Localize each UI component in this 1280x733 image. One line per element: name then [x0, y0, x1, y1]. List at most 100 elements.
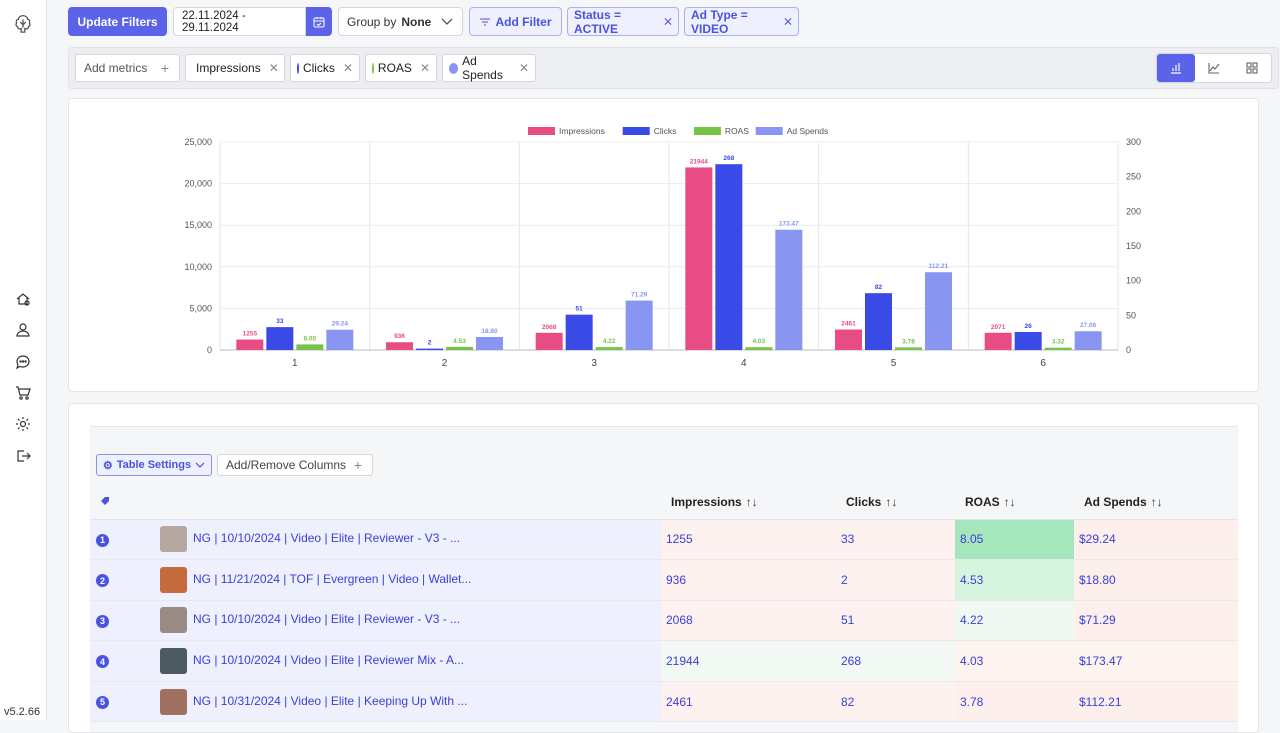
table-row[interactable]: 1 NG | 10/10/2024 | Video | Elite | Revie… — [90, 519, 1238, 561]
filter-chip-ad-type[interactable]: Ad Type = VIDEO — [684, 7, 799, 36]
bar-ad-spends — [925, 272, 952, 350]
y-right-tick-label: 50 — [1126, 310, 1136, 320]
y-right-tick-label: 150 — [1126, 241, 1141, 251]
settings-icon[interactable] — [15, 416, 31, 432]
roas-cell: 8.05 — [955, 519, 1074, 561]
chevron-down-icon — [441, 18, 453, 25]
bar-impressions — [236, 339, 264, 350]
grid-view-button[interactable] — [1233, 54, 1271, 82]
data-label: 29.24 — [332, 321, 349, 328]
y-left-tick-label: 25,000 — [184, 137, 212, 147]
row-number-cell: 1 — [90, 519, 155, 561]
ad-name-cell[interactable]: NG | 10/10/2024 | Video | Elite | Review… — [155, 519, 661, 561]
ad-name-cell[interactable]: NG | 11/21/2024 | TOF | Evergreen | Vide… — [155, 559, 661, 601]
ad-thumbnail[interactable] — [160, 688, 187, 715]
data-label: 2068 — [542, 324, 557, 331]
ad-thumbnail[interactable] — [160, 526, 187, 553]
bar-impressions — [984, 332, 1012, 350]
home-icon[interactable] — [15, 291, 31, 307]
table-row[interactable]: 4 NG | 10/10/2024 | Video | Elite | Revie… — [90, 640, 1238, 682]
tag-icon[interactable] — [100, 496, 110, 506]
add-metrics-input[interactable]: Add metrics + — [75, 54, 180, 82]
data-label: 26 — [1025, 323, 1033, 330]
ad-name-cell[interactable]: NG | 10/31/2024 | Video | Elite | Keepin… — [155, 681, 661, 723]
ad-name-link[interactable]: NG | 11/21/2024 | TOF | Evergreen | Vide… — [193, 572, 472, 587]
bar-chart-view-button[interactable] — [1157, 54, 1195, 82]
data-label: 1255 — [243, 331, 258, 338]
table-settings-button[interactable]: ⚙ Table Settings — [96, 454, 212, 476]
metric-chip-impressions[interactable]: Impressions ✕ — [185, 54, 285, 82]
logout-icon[interactable] — [15, 448, 31, 464]
ad-thumbnail[interactable] — [160, 648, 187, 675]
metric-chip-ad-spends[interactable]: Ad Spends ✕ — [442, 54, 536, 82]
roas-column-header[interactable]: ROAS ↑↓ — [955, 486, 1074, 520]
ad-name-link[interactable]: NG | 10/10/2024 | Video | Elite | Review… — [193, 531, 461, 546]
user-icon[interactable] — [15, 322, 31, 338]
table-row[interactable]: 3 NG | 10/10/2024 | Video | Elite | Revie… — [90, 600, 1238, 642]
close-icon[interactable]: ✕ — [518, 61, 529, 75]
ad-name-link[interactable]: NG | 10/31/2024 | Video | Elite | Keepin… — [193, 693, 468, 708]
ad-name-cell[interactable]: NG | 10/10/2024 | Video | Elite | Review… — [155, 600, 661, 642]
ad-name-link[interactable]: NG | 10/10/2024 | Video | Elite | Review… — [193, 612, 461, 627]
close-icon[interactable] — [664, 17, 672, 26]
sort-icon[interactable]: ↑↓ — [1150, 495, 1163, 510]
ad-spends-cell: $29.24 — [1074, 519, 1238, 561]
tag-column-header — [90, 486, 155, 520]
chat-icon[interactable] — [15, 354, 31, 370]
filter-chip-status[interactable]: Status = ACTIVE — [567, 7, 679, 36]
table-row[interactable]: 5 NG | 10/31/2024 | Video | Elite | Keepi… — [90, 681, 1238, 723]
legend-label: Ad Spends — [787, 126, 829, 136]
metric-color-dot — [372, 62, 374, 74]
row-number-badge: 3 — [96, 614, 109, 628]
bar-ad-spends — [1074, 331, 1102, 350]
metric-label: Ad Spends — [462, 54, 503, 82]
add-remove-columns-input[interactable]: Add/Remove Columns + — [217, 454, 373, 476]
impressions-column-header[interactable]: Impressions ↑↓ — [661, 486, 836, 520]
ad-name-link[interactable]: NG | 10/10/2024 | Video | Elite | Review… — [193, 653, 465, 668]
data-label: 71.29 — [631, 292, 648, 299]
metric-chip-roas[interactable]: ROAS ✕ — [365, 54, 437, 82]
line-chart-view-button[interactable] — [1195, 54, 1233, 82]
group-by-select[interactable]: Group by None — [338, 7, 463, 36]
data-label: 112.21 — [929, 263, 949, 270]
sort-icon[interactable]: ↑↓ — [1003, 495, 1016, 510]
table-card: ⚙ Table Settings Add/Remove Columns + Im… — [68, 403, 1259, 733]
close-icon[interactable] — [784, 17, 792, 26]
data-label: 21944 — [690, 158, 708, 165]
row-number-badge: 1 — [96, 533, 109, 547]
metric-label: Impressions — [196, 61, 261, 75]
calendar-button[interactable] — [306, 7, 332, 36]
add-filter-button[interactable]: Add Filter — [469, 7, 562, 36]
legend-swatch — [528, 127, 555, 135]
filter-toolbar: Update Filters 22.11.2024 - 29.11.2024 G… — [47, 0, 1280, 44]
clicks-column-header[interactable]: Clicks ↑↓ — [836, 486, 955, 520]
metric-chip-clicks[interactable]: Clicks ✕ — [290, 54, 360, 82]
clicks-cell: 51 — [836, 600, 955, 642]
filter-chip-label: Status = ACTIVE — [574, 7, 622, 36]
table-row[interactable]: 2 NG | 11/21/2024 | TOF | Evergreen | Vid… — [90, 559, 1238, 601]
ad-thumbnail[interactable] — [160, 566, 187, 593]
update-filters-button[interactable]: Update Filters — [68, 7, 167, 36]
ad-name-cell[interactable]: NG | 10/10/2024 | Video | Elite | Review… — [155, 640, 661, 682]
bar-impressions — [835, 329, 862, 350]
sort-icon[interactable]: ↑↓ — [885, 495, 898, 510]
sort-icon[interactable]: ↑↓ — [745, 495, 758, 510]
row-number-cell: 3 — [90, 600, 155, 642]
impressions-cell: 1255 — [661, 519, 836, 561]
ad-spends-column-header[interactable]: Ad Spends ↑↓ — [1074, 486, 1238, 520]
impressions-cell: 2461 — [661, 681, 836, 723]
ad-thumbnail[interactable] — [160, 607, 187, 634]
chart-view-toggle — [1156, 53, 1272, 83]
impressions-cell: 21944 — [661, 640, 836, 682]
close-icon[interactable]: ✕ — [342, 61, 353, 75]
cart-icon[interactable] — [15, 385, 31, 401]
bar-ad-spends — [476, 336, 503, 350]
date-range-input[interactable]: 22.11.2024 - 29.11.2024 — [173, 7, 306, 36]
close-icon[interactable]: ✕ — [419, 61, 430, 75]
x-tick-label: 4 — [741, 358, 747, 369]
legend-label: Impressions — [559, 126, 605, 136]
brain-logo-icon[interactable] — [12, 12, 34, 34]
plus-icon: + — [353, 457, 362, 473]
close-icon[interactable]: ✕ — [268, 61, 279, 75]
metric-label: Clicks — [302, 61, 335, 75]
